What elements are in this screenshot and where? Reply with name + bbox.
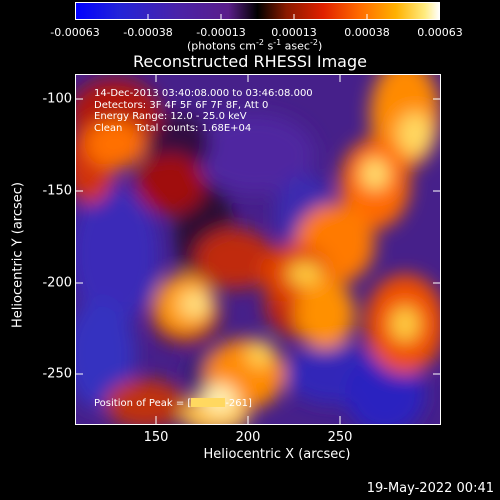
y-tick-3: -200 [42, 275, 72, 291]
x-tick-2: 200 [235, 430, 261, 445]
colorbar-tick-6: 0.00063 [417, 26, 463, 39]
time-range: 14-Dec-2013 03:40:08.000 to 03:46:08.000 [94, 88, 313, 99]
colorbar-tick-1: -0.00063 [50, 26, 100, 39]
colorbar-tick-2: -0.00038 [123, 26, 173, 39]
colorbar-tick-4: 0.00013 [271, 26, 317, 39]
peak-position: Position of Peak = [-261] [94, 398, 252, 409]
colorbar-tick-5: 0.00038 [344, 26, 390, 39]
peak-obscured [191, 398, 226, 407]
plot-date: 19-May-2022 00:41 [366, 481, 494, 496]
colorbar-tick-3: -0.00013 [196, 26, 246, 39]
x-tick-1: 150 [143, 430, 169, 445]
y-tick-1: -100 [42, 91, 72, 107]
colorbar-units: (photons cm-2 s-1 asec-2) [187, 38, 323, 53]
clean-total-counts: Clean Total counts: 1.68E+04 [94, 122, 252, 134]
y-tick-4: -250 [42, 366, 72, 382]
x-axis-label: Heliocentric X (arcsec) [203, 447, 351, 462]
image-title: Reconstructed RHESSI Image [133, 52, 367, 71]
rhessi-image [75, 74, 441, 425]
detectors: Detectors: 3F 4F 5F 6F 7F 8F, Att 0 [94, 99, 269, 111]
energy-range: Energy Range: 12.0 - 25.0 keV [94, 111, 247, 122]
x-tick-3: 250 [327, 430, 353, 445]
y-axis-label: Heliocentric Y (arcsec) [10, 182, 26, 328]
y-tick-2: -150 [42, 183, 72, 199]
observation-info: 14-Dec-2013 03:40:08.000 to 03:46:08.000… [94, 88, 313, 134]
colorbar [75, 2, 440, 20]
